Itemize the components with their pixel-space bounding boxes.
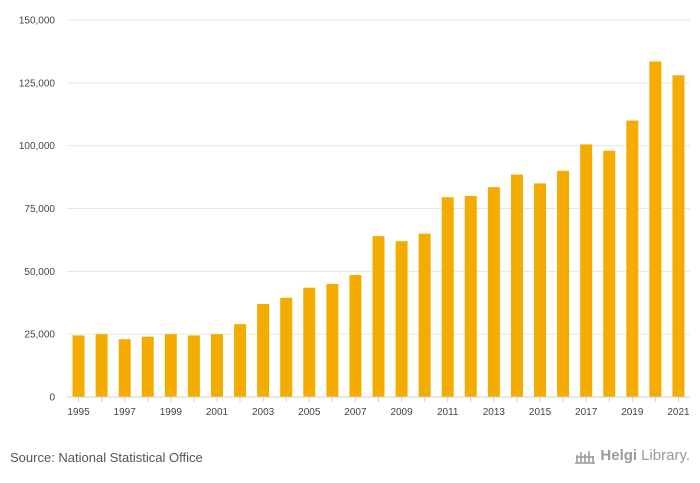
bar-2000 <box>187 335 200 397</box>
y-axis-ticks: 0 25,000 50,000 75,000 100,000 125,000 150,000 <box>19 16 56 404</box>
x-tick-label: 2021 <box>667 407 690 418</box>
y-tick-label: 50,000 <box>24 267 55 278</box>
y-tick-label: 0 <box>49 393 55 404</box>
bar-1996 <box>95 334 108 397</box>
bar-chart: 0 25,000 50,000 75,000 100,000 125,000 150,000… <box>19 16 690 419</box>
bar-2005 <box>303 287 316 397</box>
x-tick-label: 1995 <box>67 407 90 418</box>
brand-name-bold: Helgi <box>600 447 638 464</box>
bar-1999 <box>164 334 177 397</box>
x-tick-label: 1999 <box>160 407 183 418</box>
x-tick-label: 2013 <box>483 407 506 418</box>
bar-2012 <box>464 195 477 397</box>
x-tick-label: 2017 <box>575 407 598 418</box>
y-tick-label: 100,000 <box>19 141 56 152</box>
bar-2001 <box>210 334 223 397</box>
x-tick-label: 2005 <box>298 407 321 418</box>
bar-2014 <box>510 174 523 397</box>
brand-logo[interactable]: Helgi Library. <box>574 447 690 464</box>
bar-2019 <box>626 120 639 398</box>
bar-2009 <box>395 241 408 397</box>
bar-2008 <box>372 236 385 397</box>
bar-2013 <box>487 187 500 397</box>
bar-2016 <box>557 170 570 397</box>
bar-2006 <box>326 283 339 397</box>
bar-2020 <box>649 61 662 397</box>
x-tick-label: 2009 <box>390 407 413 418</box>
bar-1998 <box>141 336 154 397</box>
x-tick-label: 2003 <box>252 407 275 418</box>
x-tick-label: 1997 <box>114 407 137 418</box>
x-axis: 1995 1997 1999 2001 2003 2005 2007 2009 2011 2013… <box>67 396 690 418</box>
y-tick-label: 75,000 <box>24 204 55 215</box>
brand-name-light: Library. <box>641 447 690 464</box>
x-tick-label: 2007 <box>344 407 367 418</box>
x-tick-label: 2019 <box>621 407 644 418</box>
bar-2003 <box>257 304 270 397</box>
y-tick-label: 150,000 <box>19 16 56 27</box>
bar-1995 <box>72 335 85 397</box>
bar-2017 <box>580 144 593 397</box>
bar-2021 <box>672 75 685 397</box>
bar-2015 <box>534 183 547 397</box>
source-note: Source: National Statistical Office <box>10 450 203 465</box>
bar-2002 <box>234 324 247 397</box>
bar-2011 <box>441 197 454 397</box>
bars <box>72 61 685 398</box>
y-tick-label: 25,000 <box>24 330 55 341</box>
y-tick-label: 125,000 <box>19 78 56 89</box>
x-tick-label: 2011 <box>437 407 459 418</box>
bar-2007 <box>349 275 362 397</box>
x-tick-label: 2001 <box>206 407 229 418</box>
bar-2010 <box>418 233 431 397</box>
bar-2018 <box>603 150 616 397</box>
x-tick-label: 2015 <box>529 407 552 418</box>
bar-2004 <box>280 297 293 397</box>
helgi-library-logo-icon <box>575 450 596 464</box>
bar-1997 <box>118 339 131 397</box>
